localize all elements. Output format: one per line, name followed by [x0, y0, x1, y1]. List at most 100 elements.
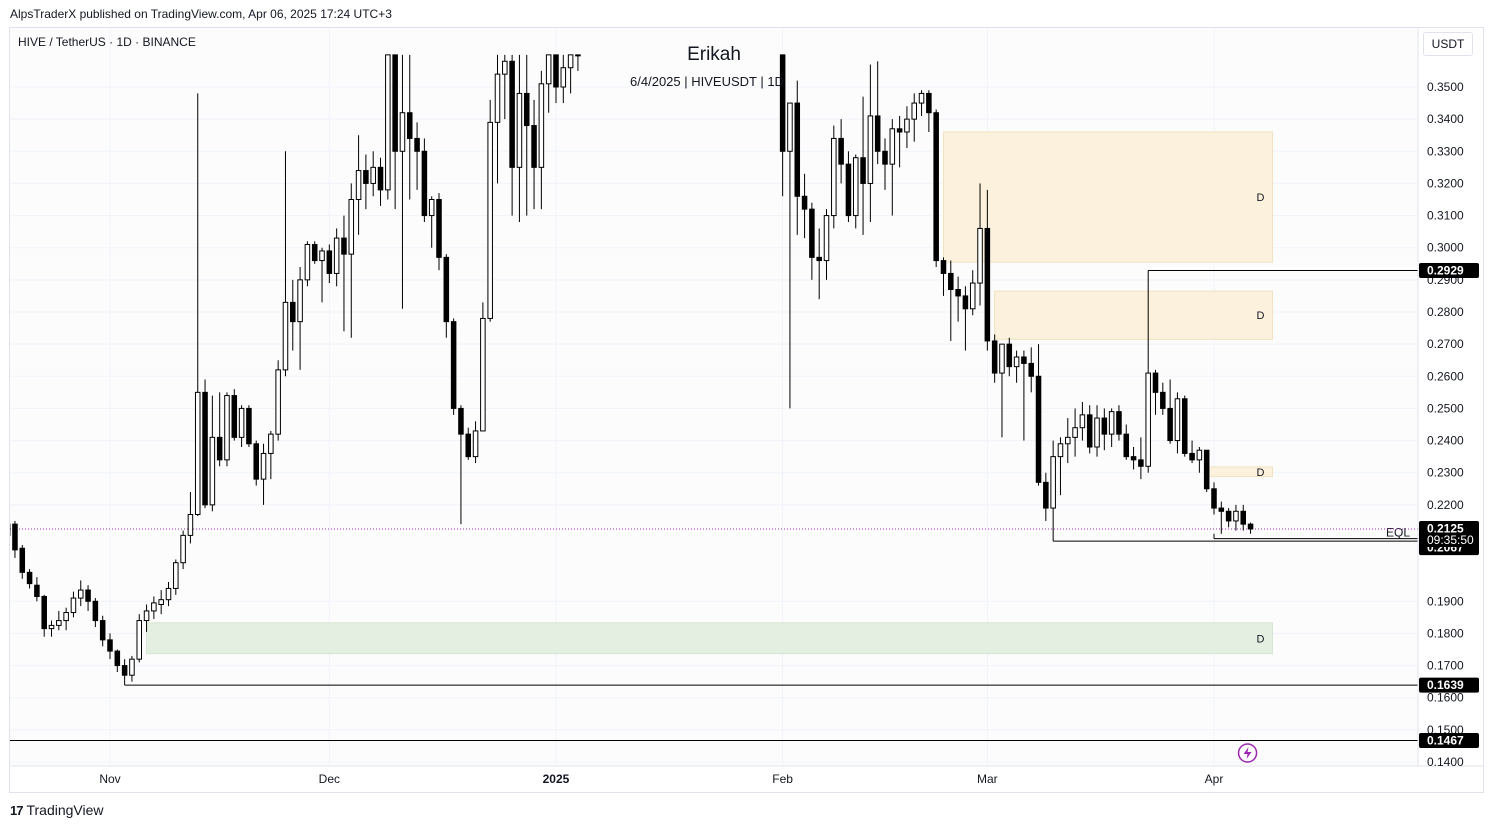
candle-body-up	[399, 112, 406, 152]
candle-body-down	[838, 137, 844, 165]
candle-body-up	[428, 199, 435, 217]
candle-body-down	[816, 256, 822, 262]
symbol-legend[interactable]: HIVE / TetherUS · 1D · BINANCE	[18, 35, 196, 49]
candle	[991, 334, 998, 383]
candle	[1152, 369, 1159, 415]
candle	[1196, 447, 1203, 473]
candle	[1072, 408, 1078, 457]
candle-body-down	[1130, 456, 1137, 461]
candle-body-down	[26, 571, 33, 585]
candle-body-down	[92, 600, 99, 622]
tradingview-logo-text: TradingView	[26, 802, 104, 818]
candle	[1013, 350, 1020, 383]
candle-body-up	[487, 121, 493, 319]
candle	[779, 54, 786, 197]
candle-body-up	[70, 597, 77, 614]
candle	[1167, 379, 1173, 444]
candle-body-down	[779, 54, 786, 152]
candle	[297, 267, 303, 370]
candle-body-up	[867, 115, 874, 184]
candle-body-down	[794, 102, 801, 197]
candle-body-up	[10, 523, 11, 536]
candle-body-down	[41, 595, 47, 630]
candle	[282, 151, 289, 377]
candle	[1218, 501, 1225, 534]
tradingview-logo[interactable]: 17 TradingView	[10, 802, 104, 818]
candle-body-up	[151, 602, 157, 612]
candle	[567, 54, 574, 94]
flash-icon-bolt	[1243, 747, 1252, 759]
current-price-tag-bg	[1419, 520, 1479, 547]
candle	[19, 545, 26, 579]
candle	[1086, 405, 1093, 454]
candle	[348, 183, 355, 338]
candle	[852, 154, 859, 229]
candle	[1006, 337, 1013, 377]
candle-body-down	[1218, 507, 1225, 512]
candle	[129, 655, 135, 682]
candle-body-up	[48, 624, 55, 630]
candle-body-up	[268, 433, 274, 454]
zone-label: D	[1257, 310, 1265, 322]
candle	[1050, 440, 1056, 542]
candle	[889, 119, 896, 216]
candle-body-up	[275, 369, 281, 435]
candle	[1225, 508, 1232, 528]
candle-body-up	[918, 92, 925, 104]
candle-body-up	[538, 83, 545, 168]
candle	[926, 90, 932, 132]
candle-body-down	[1240, 510, 1247, 525]
candle	[531, 99, 537, 210]
candle	[92, 598, 99, 627]
candle	[1130, 447, 1137, 470]
candle-body-down	[1028, 362, 1034, 377]
y-tick-label: 0.2300	[1427, 466, 1464, 480]
candle	[523, 54, 530, 216]
candle-body-down	[926, 92, 932, 114]
candle-body-down	[1006, 343, 1013, 368]
candle	[114, 649, 121, 672]
candle-body-down	[290, 301, 296, 323]
candle	[1094, 405, 1100, 457]
candle-body-down	[202, 391, 208, 506]
candle	[443, 254, 450, 338]
candle-body-up	[180, 534, 186, 564]
candle	[85, 585, 91, 611]
candle	[860, 96, 866, 235]
candle	[465, 427, 472, 460]
candle-body-up	[260, 452, 267, 480]
candle	[202, 379, 208, 509]
candle-body-down	[955, 289, 961, 297]
candle-body-down	[253, 443, 259, 480]
candle	[1211, 482, 1217, 515]
y-tick-label: 0.2600	[1427, 369, 1464, 383]
candle-body-down	[421, 150, 428, 217]
candle-body-down	[845, 163, 852, 217]
watermark-subtitle: 6/4/2025 | HIVEUSDT | 1D	[630, 74, 784, 89]
demand-zone	[146, 622, 1273, 655]
candle-body-up	[333, 237, 340, 274]
candle-body-down	[406, 112, 413, 139]
candle-body-down	[984, 227, 991, 342]
currency-button[interactable]: USDT	[1423, 32, 1473, 56]
candle-body-down	[1247, 523, 1254, 530]
candle	[406, 54, 413, 200]
candle	[801, 173, 808, 239]
x-tick-label: Mar	[977, 772, 998, 786]
x-tick-label: Dec	[319, 772, 340, 786]
candle-body-up	[282, 301, 289, 371]
candle-body-down	[246, 407, 252, 445]
candle	[487, 99, 493, 322]
candle-body-down	[531, 125, 537, 168]
candle-body-down	[1189, 452, 1195, 461]
candle	[399, 54, 406, 309]
level-price-tag-bg	[1419, 732, 1479, 748]
candle-body-down	[114, 650, 121, 667]
candle	[341, 215, 347, 332]
candle	[136, 614, 143, 663]
candle	[816, 228, 822, 300]
candle-body-down	[1021, 356, 1027, 364]
y-tick-label: 0.3000	[1427, 241, 1464, 255]
candle-body-down	[436, 199, 442, 258]
